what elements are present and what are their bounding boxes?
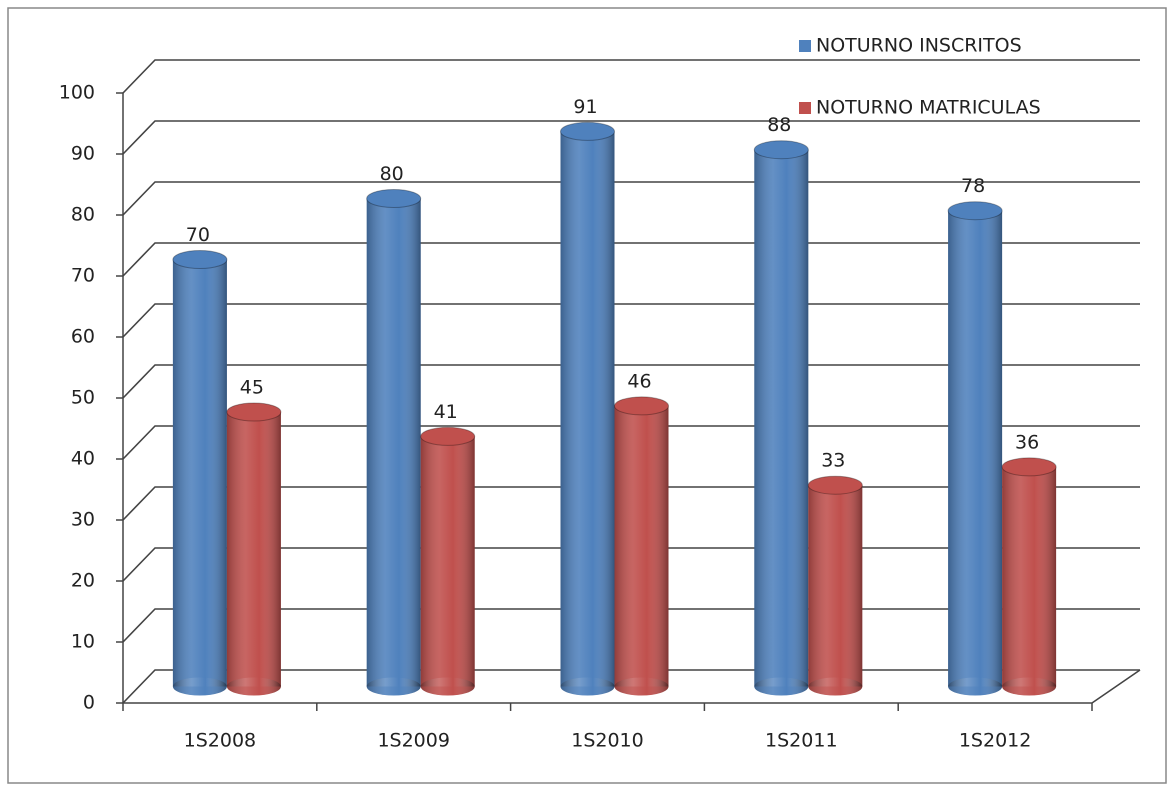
y-tick-label: 70 xyxy=(71,265,95,287)
bar-base-shade xyxy=(948,677,1003,696)
bar-top xyxy=(614,396,669,416)
data-label: 33 xyxy=(821,450,845,472)
data-label: 80 xyxy=(380,163,404,185)
bar-top xyxy=(172,250,228,269)
data-label: 88 xyxy=(767,114,791,136)
bar-top xyxy=(807,475,863,495)
data-label: 78 xyxy=(961,175,985,197)
bar-top xyxy=(560,121,615,141)
bar-shade xyxy=(172,259,227,687)
bar xyxy=(366,189,422,696)
bar xyxy=(420,426,476,696)
grid-line xyxy=(122,242,1140,277)
bar-base-shade xyxy=(754,677,809,696)
data-label: 46 xyxy=(627,370,651,392)
data-label: 36 xyxy=(1015,431,1039,453)
x-tick-label: 1S2009 xyxy=(377,730,450,752)
legend-swatch xyxy=(799,102,811,114)
y-tick-label: 20 xyxy=(71,570,95,592)
bar xyxy=(172,250,228,696)
x-tick-label: 1S2011 xyxy=(765,730,838,752)
y-tick-label: 30 xyxy=(71,509,95,531)
bar-shade xyxy=(560,131,615,687)
bar xyxy=(947,201,1003,696)
grid-line xyxy=(122,181,1140,216)
y-tick-label: 80 xyxy=(71,204,95,226)
grid-line xyxy=(122,364,1140,399)
bar-base-shade xyxy=(808,677,863,696)
bar xyxy=(807,475,863,696)
grid-line xyxy=(122,59,1140,94)
bar-shade xyxy=(808,485,863,687)
y-tick-label: 90 xyxy=(71,143,95,165)
bar-shade xyxy=(948,210,1003,687)
bar xyxy=(753,140,809,696)
bar-top xyxy=(1001,457,1057,477)
bar xyxy=(226,402,282,696)
bar-base-shade xyxy=(614,677,669,696)
legend-swatch xyxy=(799,40,811,52)
y-tick-label: 40 xyxy=(71,448,95,470)
bar-base-shade xyxy=(172,677,227,696)
bar-top xyxy=(947,201,1003,221)
bar-top xyxy=(366,189,422,208)
grid-line xyxy=(122,120,1140,155)
data-label: 45 xyxy=(240,377,264,399)
y-tick-label: 100 xyxy=(59,82,95,104)
data-label: 41 xyxy=(434,401,458,423)
bar-shade xyxy=(1002,466,1057,687)
y-tick-label: 0 xyxy=(83,692,95,714)
x-tick-label: 1S2012 xyxy=(959,730,1032,752)
bar-top xyxy=(753,140,809,160)
x-tick-label: 1S2008 xyxy=(184,730,257,752)
bar-top xyxy=(420,426,476,446)
bar-top xyxy=(226,402,282,422)
bar xyxy=(614,396,669,696)
bar-base-shade xyxy=(420,677,475,696)
y-tick-label: 50 xyxy=(71,387,95,409)
x-tick-label: 1S2010 xyxy=(571,730,644,752)
bar xyxy=(560,121,615,696)
data-label: 70 xyxy=(186,224,210,246)
bar-base-shade xyxy=(366,677,421,696)
bar-shade xyxy=(754,149,809,687)
bar-shade xyxy=(226,412,281,687)
grid-line xyxy=(122,425,1140,460)
bar xyxy=(1001,457,1057,696)
bar-shade xyxy=(420,436,475,687)
data-label: 91 xyxy=(573,96,597,118)
y-tick-label: 10 xyxy=(71,631,95,653)
legend-label: NOTURNO INSCRITOS xyxy=(816,35,1022,57)
bar-base-shade xyxy=(560,677,615,696)
y-tick-label: 60 xyxy=(71,326,95,348)
grid-line xyxy=(122,303,1140,338)
bar-shade xyxy=(366,198,421,687)
bar-base-shade xyxy=(226,677,281,696)
bar-shade xyxy=(614,405,669,687)
legend-label: NOTURNO MATRICULAS xyxy=(816,97,1041,119)
bar-base-shade xyxy=(1002,677,1057,696)
